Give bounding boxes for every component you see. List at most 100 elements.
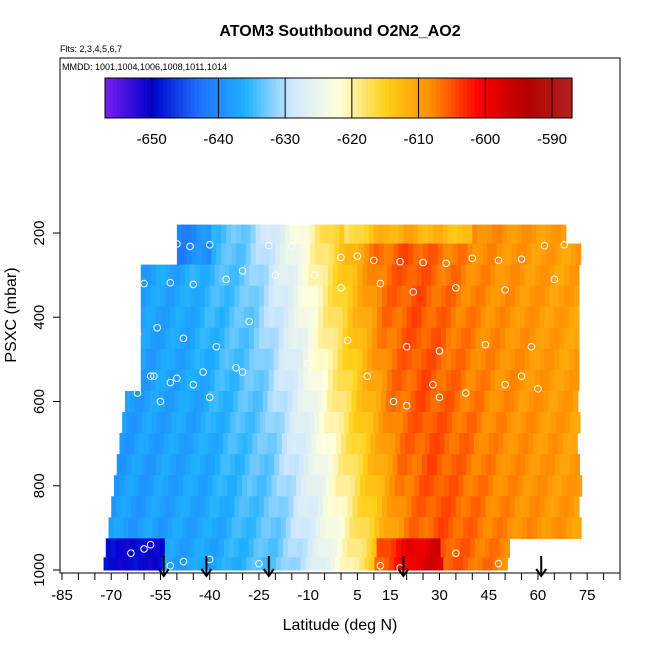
heatmap-cell xyxy=(140,306,147,329)
heatmap-cell xyxy=(176,243,183,266)
heatmap-cell xyxy=(541,224,547,245)
heatmap-cell xyxy=(309,243,316,266)
heatmap-cell xyxy=(306,433,312,455)
heatmap-cell xyxy=(141,454,147,476)
heatmap-cell xyxy=(160,327,166,350)
heatmap-cell xyxy=(244,496,250,518)
heatmap-cell xyxy=(318,454,324,476)
heatmap-cell xyxy=(186,224,193,245)
heatmap-cell xyxy=(424,433,431,455)
heatmap-cell xyxy=(442,243,449,266)
heatmap-cell xyxy=(564,264,570,287)
heatmap-cell xyxy=(431,264,437,287)
heatmap-cell xyxy=(391,285,398,308)
heatmap-cell xyxy=(418,243,424,266)
observation-point xyxy=(189,380,198,389)
heatmap-cell xyxy=(193,390,200,413)
heatmap-cell xyxy=(342,538,348,558)
heatmap-cell xyxy=(417,412,424,434)
heatmap-cell xyxy=(274,454,280,476)
heatmap-cell xyxy=(564,306,570,329)
heatmap-cell xyxy=(488,433,495,455)
heatmap-cell xyxy=(491,412,497,434)
heatmap-cell xyxy=(262,433,268,455)
colorbar-swatch xyxy=(264,78,270,118)
heatmap-cell xyxy=(382,264,388,287)
heatmap-cell xyxy=(492,517,498,539)
heatmap-cell xyxy=(362,285,368,308)
colorbar-swatch xyxy=(260,78,266,118)
observation-point xyxy=(127,549,135,557)
heatmap-cell xyxy=(190,454,196,476)
heatmap-cell xyxy=(413,517,420,539)
heatmap-cell xyxy=(361,538,368,558)
heatmap-cell xyxy=(303,454,310,476)
heatmap-cell xyxy=(231,243,237,266)
heatmap-cell xyxy=(471,454,477,476)
heatmap-cell xyxy=(562,433,568,455)
heatmap-cell xyxy=(330,475,337,497)
heatmap-cell xyxy=(344,243,350,266)
heatmap-cell xyxy=(486,412,492,434)
heatmap-cell xyxy=(549,454,556,476)
heatmap-cell xyxy=(332,348,339,371)
heatmap-cell xyxy=(118,475,125,497)
x-tick-label: 60 xyxy=(530,587,547,604)
heatmap-cell xyxy=(151,412,158,434)
heatmap-cell xyxy=(299,224,306,245)
observation-point xyxy=(376,561,385,570)
heatmap-cell xyxy=(401,285,408,308)
heatmap-cell xyxy=(462,517,469,539)
heatmap-cell xyxy=(521,243,527,266)
observation-point xyxy=(81,305,89,313)
heatmap-cell xyxy=(234,348,240,371)
heatmap-cell xyxy=(342,306,349,329)
heatmap-cell xyxy=(239,285,245,308)
observation-point xyxy=(205,240,214,249)
heatmap-cell xyxy=(406,285,413,308)
heatmap-cell xyxy=(318,327,324,350)
observation-point xyxy=(461,389,470,397)
heatmap-cell xyxy=(194,348,201,371)
heatmap-cell xyxy=(181,412,187,434)
colorbar-swatch xyxy=(470,78,476,118)
heatmap-cell xyxy=(508,433,514,455)
heatmap-cell xyxy=(280,224,286,245)
heatmap-cell xyxy=(182,517,188,539)
heatmap-cell xyxy=(290,557,297,571)
heatmap-cell xyxy=(483,433,490,455)
heatmap-cell xyxy=(216,517,223,539)
heatmap-cell xyxy=(460,369,467,392)
heatmap-cell xyxy=(319,224,326,245)
heatmap-cell xyxy=(385,390,392,413)
heatmap-cell xyxy=(214,348,221,371)
heatmap-cell xyxy=(251,517,257,539)
heatmap-cell xyxy=(248,390,254,413)
observation-point xyxy=(140,545,148,553)
heatmap-cell xyxy=(431,327,437,350)
heatmap-cell xyxy=(383,412,389,434)
colorbar-tick-label: -600 xyxy=(470,131,500,148)
colorbar-swatch xyxy=(241,78,246,118)
observation-point xyxy=(468,254,477,263)
heatmap-cell xyxy=(138,475,145,497)
heatmap-cell xyxy=(350,433,357,455)
heatmap-cell xyxy=(254,496,260,518)
heatmap-cell xyxy=(537,433,544,455)
heatmap-cell xyxy=(288,369,294,392)
colorbar-swatch xyxy=(361,78,367,118)
heatmap-cell xyxy=(516,412,522,434)
y-tick-label: 600 xyxy=(31,389,48,414)
heatmap-cell xyxy=(280,557,287,571)
heatmap-cell xyxy=(408,224,414,245)
observation-point xyxy=(343,336,352,345)
observation-point xyxy=(146,540,155,549)
heatmap-cell xyxy=(465,538,471,558)
heatmap-cell xyxy=(330,517,336,539)
heatmap-cell xyxy=(231,557,238,571)
heatmap-cell xyxy=(347,348,353,371)
heatmap-cell xyxy=(396,369,403,392)
heatmap-cell xyxy=(296,433,303,455)
heatmap-cell xyxy=(467,224,473,245)
heatmap-cell xyxy=(313,369,319,392)
